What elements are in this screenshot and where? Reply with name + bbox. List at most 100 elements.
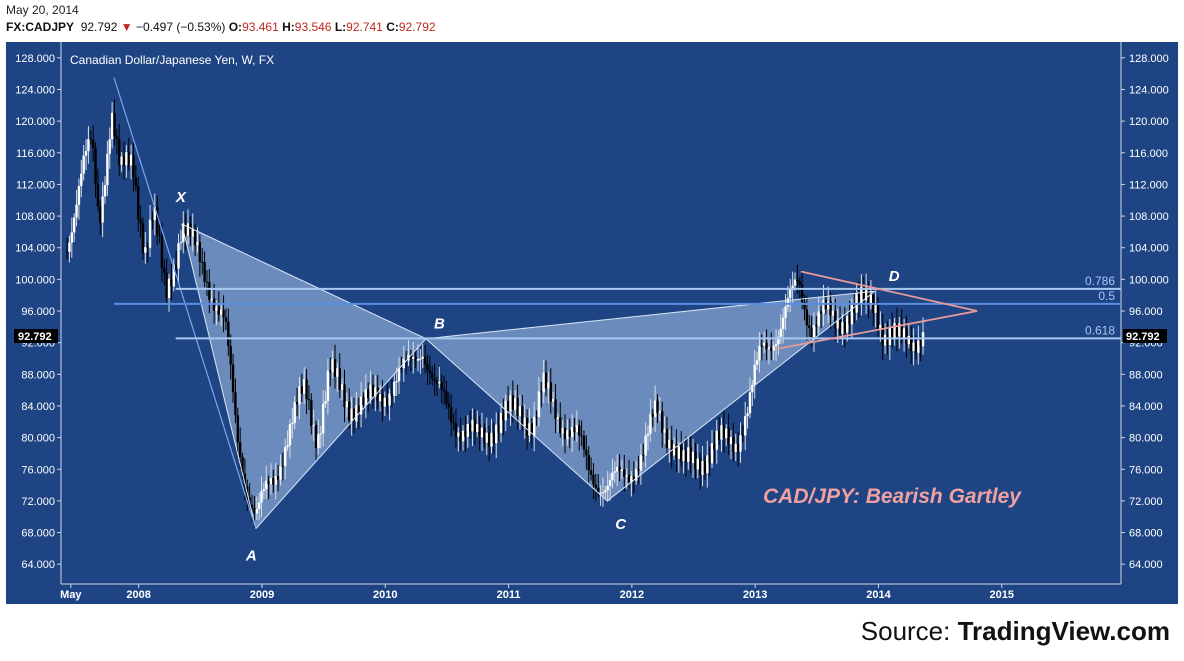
candle-body: [471, 420, 474, 432]
candle-body: [682, 450, 685, 462]
candle-body: [272, 478, 275, 485]
candle-body: [449, 407, 453, 423]
candle-body: [703, 461, 707, 474]
candle-body: [257, 502, 261, 509]
candle-body: [568, 430, 571, 437]
candle-body: [435, 380, 439, 384]
candle-body: [466, 424, 469, 437]
candle-body: [661, 411, 664, 433]
candle-body: [189, 223, 192, 237]
candle-body: [179, 242, 183, 244]
candle-body: [879, 324, 882, 331]
candle-body: [350, 408, 353, 421]
candle-body: [70, 232, 74, 243]
candle-body: [777, 336, 780, 345]
candle-body: [658, 411, 662, 414]
candle-body: [644, 435, 647, 456]
candle-body: [701, 461, 704, 475]
candle-body: [627, 474, 631, 483]
candle-body: [599, 492, 602, 494]
candle-body: [625, 474, 628, 478]
candle-body: [423, 356, 427, 365]
candle-body: [385, 397, 389, 406]
candle-body: [717, 430, 721, 440]
candle-body: [528, 423, 531, 436]
candle-body: [566, 430, 569, 440]
candle-body: [141, 223, 145, 253]
y-tick-label: 100.000: [15, 274, 55, 286]
pattern-point-label: D: [889, 268, 900, 285]
candle-body: [746, 413, 749, 417]
y-tick-label: 112.000: [16, 179, 55, 191]
y-tick-label: 88.000: [21, 369, 55, 381]
candle-body: [578, 425, 581, 436]
candle-body: [497, 424, 500, 433]
candle-body: [895, 322, 899, 337]
candle-body: [421, 356, 424, 359]
candle-body: [492, 432, 496, 444]
candle-body: [94, 148, 97, 184]
candle-body: [89, 139, 92, 141]
candle-body: [649, 413, 652, 434]
candle-body: [559, 417, 562, 434]
candle-body: [898, 323, 901, 337]
candle-body: [893, 322, 896, 338]
candle-body: [198, 242, 202, 262]
symbol-label[interactable]: FX:CADJPY: [6, 20, 75, 34]
fib-label: 0.618: [1085, 323, 1115, 337]
candle-body: [869, 294, 873, 306]
bc-line: [425, 338, 608, 502]
y-tick-label: 68.000: [21, 528, 55, 540]
price-chart[interactable]: 128.000 124.000 120.000 116.000 112.000 108.0…: [0, 40, 1184, 606]
candle-body: [255, 508, 258, 514]
quote-bar: FX:CADJPY 92.792 ▼ −0.497 (−0.53%) O:93.…: [6, 20, 436, 34]
candle-body: [265, 480, 268, 490]
candle-body: [779, 328, 782, 337]
candle-body: [713, 443, 716, 450]
candle-body: [822, 299, 825, 314]
candle-body: [767, 347, 771, 350]
candle-body: [333, 359, 337, 377]
candle-body: [431, 373, 434, 379]
candle-body: [236, 415, 239, 443]
candle-body: [580, 435, 583, 437]
triangle-upper-line: [800, 270, 978, 312]
candle-body: [900, 323, 903, 338]
candle-body: [646, 433, 650, 436]
candle-body: [393, 381, 396, 396]
candle-body: [129, 154, 133, 166]
y-tick-label: 120.000: [1129, 116, 1169, 128]
candle-body: [530, 423, 534, 437]
price-tag-left-text: 92.792: [18, 331, 52, 343]
candle-body: [547, 382, 550, 389]
candle-body: [359, 396, 363, 415]
candle-body: [170, 278, 173, 287]
candle-body: [762, 342, 766, 346]
candle-body: [786, 298, 790, 307]
candle-body: [827, 301, 830, 310]
candle-body: [708, 455, 711, 464]
candle-body: [345, 401, 349, 408]
candle-body: [487, 432, 491, 447]
candle-body: [734, 443, 737, 452]
candle-body: [409, 354, 413, 359]
candle-body: [238, 442, 242, 458]
candle-body: [274, 476, 277, 485]
candle-body: [789, 288, 792, 299]
candle-body: [748, 392, 752, 414]
candle-body: [426, 364, 429, 371]
candle-body: [355, 405, 358, 422]
candle-body: [805, 309, 809, 326]
x-tick-label: 2008: [126, 589, 150, 601]
candle-body: [592, 474, 595, 485]
candle-body: [798, 281, 801, 285]
candle-body: [502, 412, 505, 421]
candle-body: [468, 424, 472, 432]
candle-body: [490, 432, 493, 447]
candle-body: [118, 139, 121, 165]
candle-body: [184, 223, 187, 236]
candle-body: [80, 173, 83, 187]
candle-body: [604, 490, 607, 493]
candle-body: [419, 358, 422, 360]
candle-body: [516, 398, 519, 417]
